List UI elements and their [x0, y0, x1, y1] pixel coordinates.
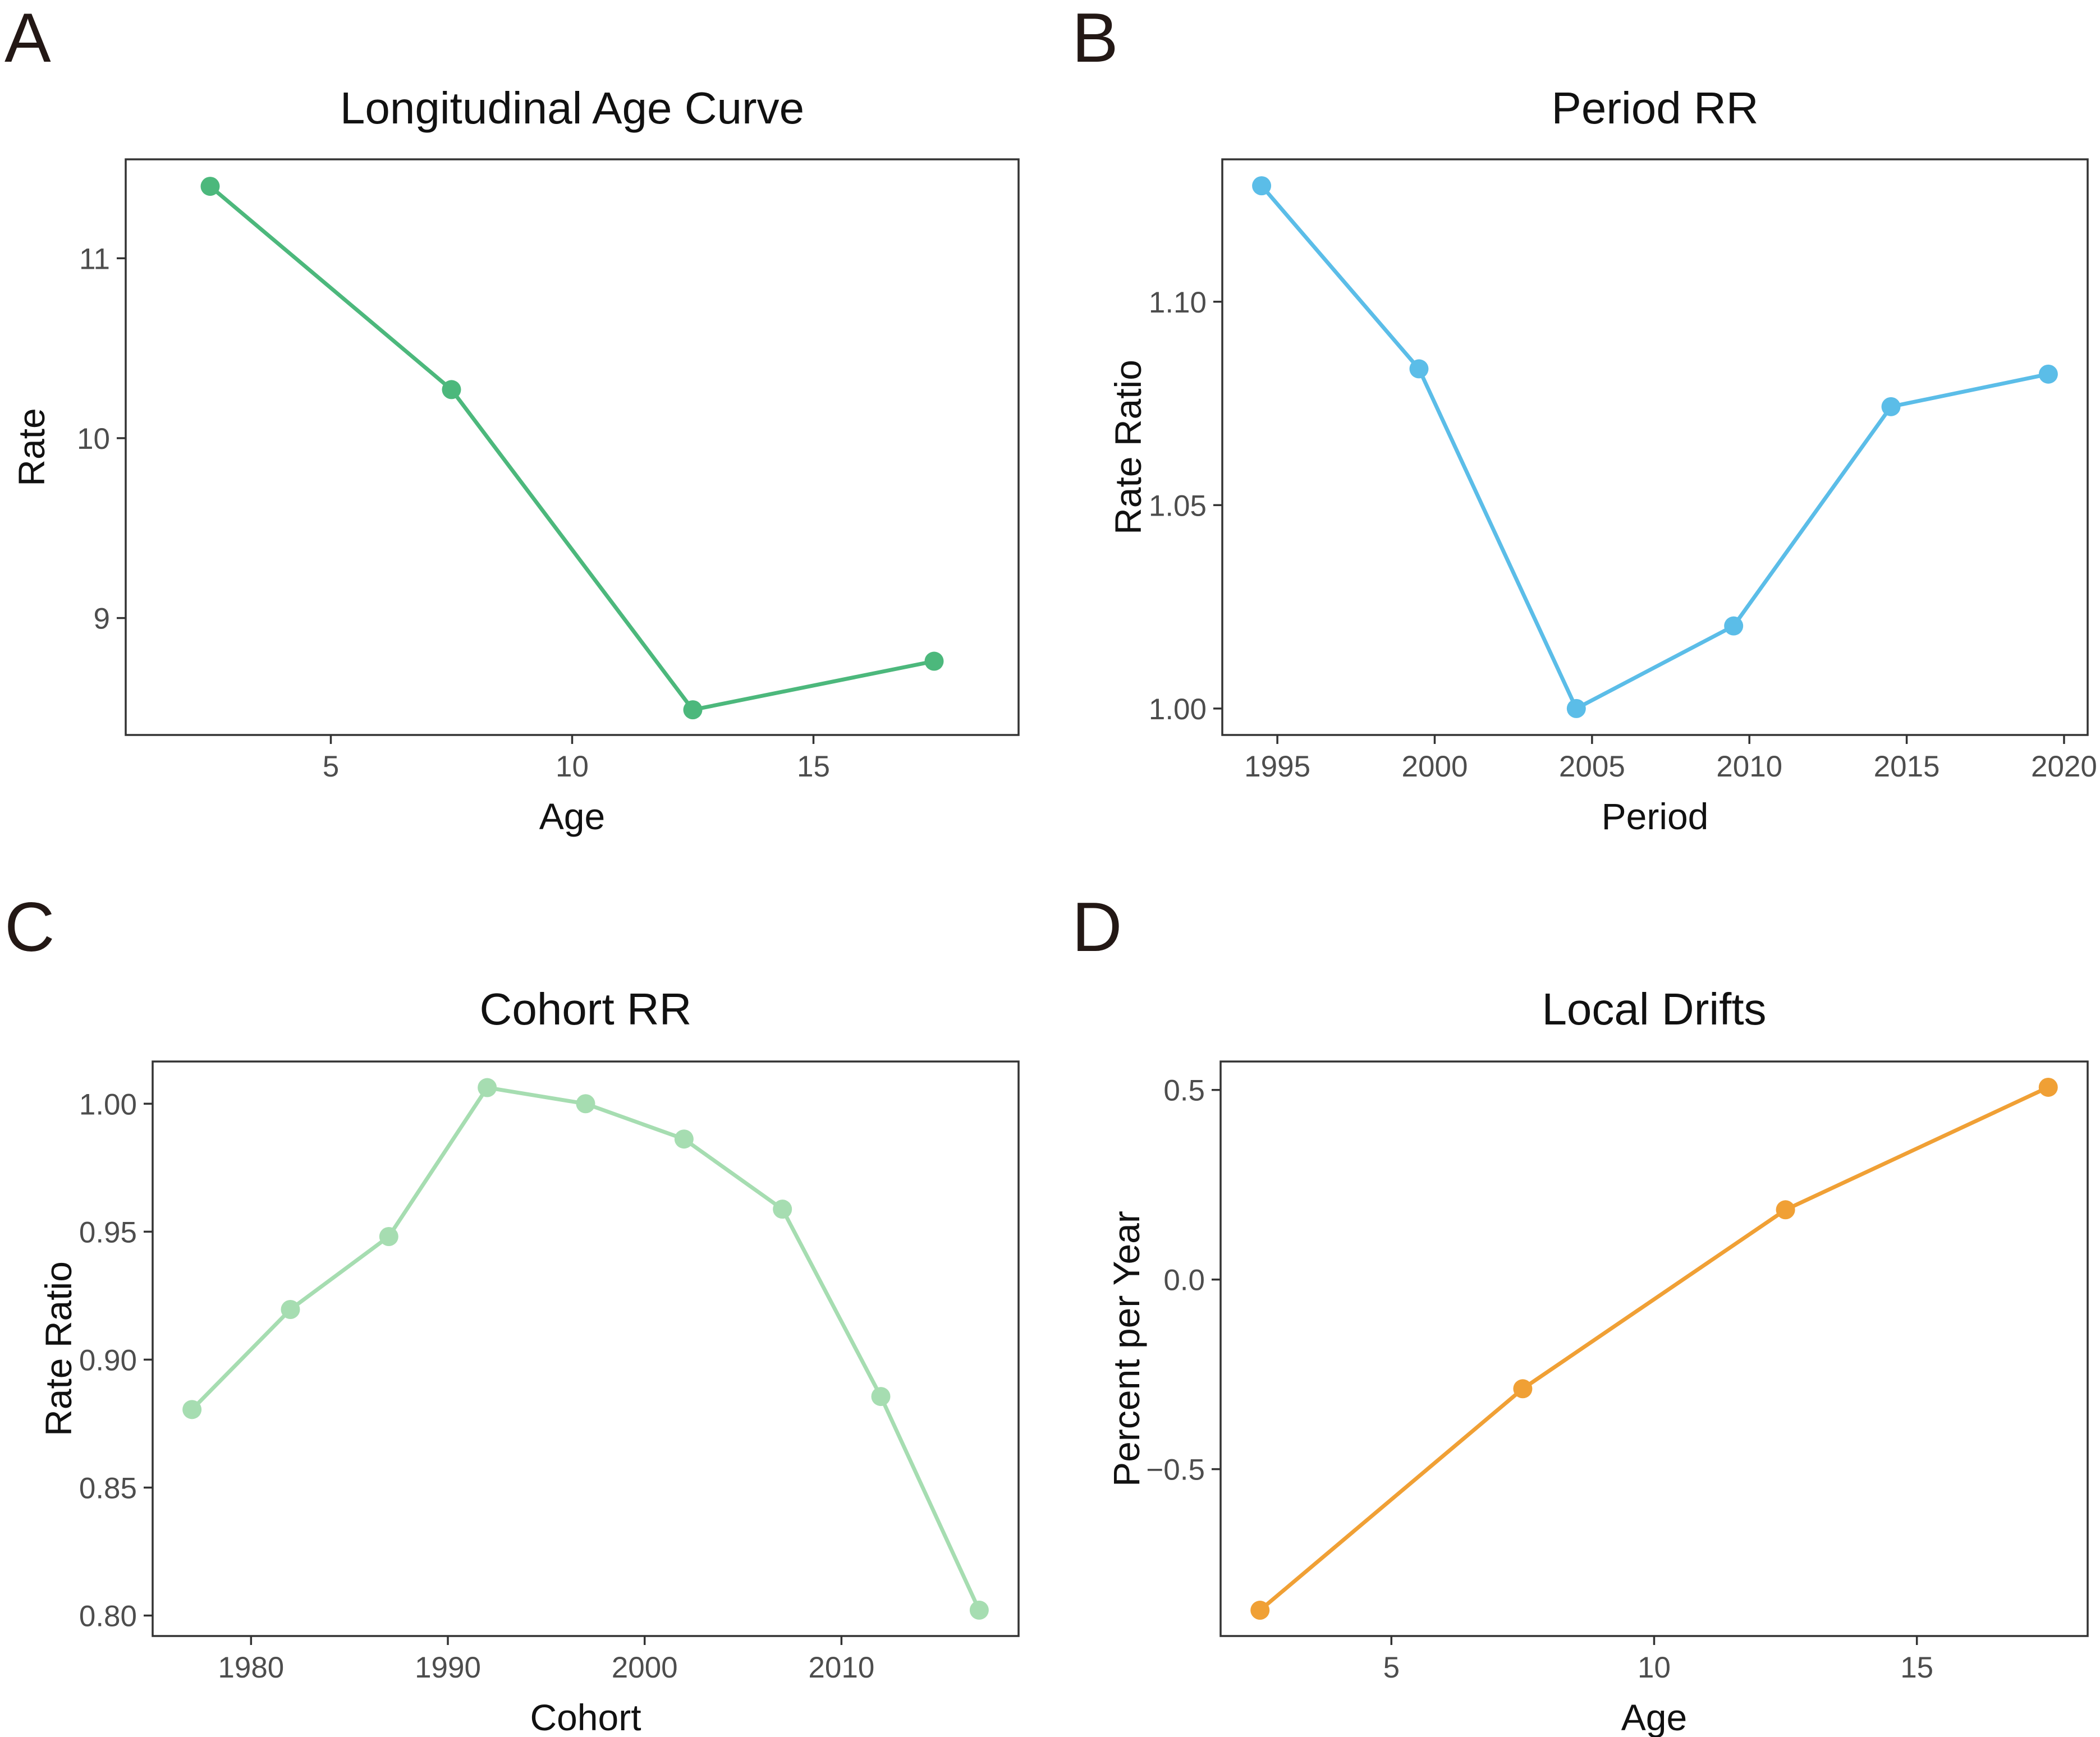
- panel-d-x-tick-label: 10: [1638, 1651, 1671, 1684]
- panel-c-y-tick-label: 0.95: [79, 1216, 137, 1249]
- panel-c-letter: C: [4, 889, 55, 966]
- panel-a-y-axis-label: Rate: [11, 408, 52, 486]
- panel-b-y-tick-label: 1.00: [1149, 693, 1207, 726]
- panel-b-x-tick-label: 2015: [1874, 750, 1940, 783]
- panel-d-data-point: [1513, 1379, 1533, 1399]
- panel-b-data-point: [2038, 364, 2058, 384]
- panel-b-x-axis-label: Period: [1602, 796, 1709, 837]
- panel-b-series-line: [1259, 183, 2051, 711]
- panel-c-data-point: [182, 1400, 202, 1419]
- panel-c-y-tick-label: 0.80: [79, 1600, 137, 1633]
- panel-a-title: Longitudinal Age Curve: [340, 83, 804, 133]
- panel-c-y-tick-label: 0.85: [79, 1472, 137, 1505]
- panel-c-x-axis-label: Cohort: [530, 1697, 641, 1737]
- panel-a-y-tick-label: 9: [94, 603, 110, 636]
- panel-b-y-tick-label: 1.05: [1149, 489, 1207, 522]
- panel-b-plot-frame: [1221, 158, 2089, 736]
- panel-c-data-point: [379, 1226, 398, 1246]
- panel-a-data-point: [442, 380, 461, 399]
- panel-b-data-point: [1881, 397, 1901, 416]
- panel-b-data-point: [1252, 176, 1272, 196]
- panel-d-x-tick-label: 15: [1900, 1651, 1933, 1684]
- panel-d-letter: D: [1072, 889, 1122, 966]
- panel-d-y-tick-label: −0.5: [1146, 1454, 1205, 1487]
- panel-b-data-point: [1409, 359, 1429, 379]
- panel-d-data-point: [2038, 1077, 2058, 1097]
- panel-a: A Longitudinal Age Curve 5 10 15 9 10 11 Age Rate: [4, 0, 1020, 837]
- panel-a-x-axis-label: Age: [539, 796, 605, 837]
- panel-c-data-point: [674, 1129, 694, 1149]
- panel-a-data-point: [924, 651, 944, 671]
- panel-c-data-point: [969, 1600, 989, 1620]
- panel-b-data-point: [1566, 699, 1586, 718]
- panel-c-data-point: [871, 1387, 891, 1407]
- panel-b-x-tick-label: 2020: [2031, 750, 2097, 783]
- panel-c-plot-frame: [152, 1060, 1020, 1637]
- panel-b-x-tick-label: 2000: [1402, 750, 1468, 783]
- panel-d-data-point: [1776, 1200, 1795, 1220]
- panel-b-x-tick-label: 2005: [1559, 750, 1625, 783]
- panel-c-x-tick-label: 2010: [808, 1651, 874, 1684]
- panel-c-data-point: [773, 1200, 792, 1219]
- panel-a-data-point: [683, 700, 703, 720]
- panel-b-letter: B: [1072, 0, 1118, 77]
- panel-d-data-point: [1250, 1601, 1270, 1620]
- panel-c-title: Cohort RR: [480, 984, 692, 1034]
- panel-a-letter: A: [4, 0, 51, 77]
- panel-d-series-line: [1258, 1085, 2051, 1612]
- panel-b: B Period RR 1995 2000 2005 2010 2015 2020 1.00 1.…: [1072, 0, 2097, 837]
- panel-a-y-tick-label: 11: [79, 242, 110, 275]
- panel-a-y-tick-label: 10: [77, 422, 110, 456]
- panel-d-y-tick-label: 0.5: [1163, 1074, 1205, 1108]
- panel-d-y-tick-label: 0.0: [1163, 1264, 1205, 1297]
- panel-d-x-axis-label: Age: [1621, 1697, 1687, 1737]
- panel-b-y-tick-label: 1.10: [1149, 286, 1207, 319]
- panel-c-data-point: [281, 1299, 300, 1319]
- panel-c-y-axis-label: Rate Ratio: [38, 1261, 79, 1436]
- panel-b-y-axis-label: Rate Ratio: [1107, 360, 1149, 535]
- panel-a-x-tick-label: 15: [797, 750, 830, 783]
- panel-d-x-tick-label: 5: [1383, 1651, 1400, 1684]
- panel-a-data-point: [200, 177, 220, 196]
- panel-b-data-point: [1724, 616, 1744, 636]
- panel-d: D Local Drifts 5 10 15 −0.5 0.0 0.5 Age Percent p…: [1072, 889, 2089, 1737]
- panel-c-x-tick-label: 2000: [612, 1651, 678, 1684]
- panel-c-data-point: [478, 1078, 497, 1097]
- panel-c-x-tick-label: 1980: [218, 1651, 284, 1684]
- panel-b-title: Period RR: [1551, 83, 1758, 133]
- panel-c-y-tick-label: 0.90: [79, 1344, 137, 1377]
- panel-d-title: Local Drifts: [1542, 984, 1766, 1034]
- panel-c: C Cohort RR 1980 1990 2000 2010 0.80 0.85 0.90 0.…: [4, 889, 1020, 1737]
- panel-a-x-tick-label: 10: [556, 750, 589, 783]
- panel-c-y-tick-label: 1.00: [79, 1088, 137, 1121]
- panel-b-x-tick-label: 1995: [1244, 750, 1310, 783]
- panel-a-x-tick-label: 5: [323, 750, 339, 783]
- panel-c-x-tick-label: 1990: [415, 1651, 481, 1684]
- panel-c-data-point: [576, 1094, 595, 1114]
- panel-b-x-tick-label: 2010: [1716, 750, 1782, 783]
- panel-a-series-line: [208, 184, 936, 712]
- panel-d-y-axis-label: Percent per Year: [1106, 1211, 1147, 1487]
